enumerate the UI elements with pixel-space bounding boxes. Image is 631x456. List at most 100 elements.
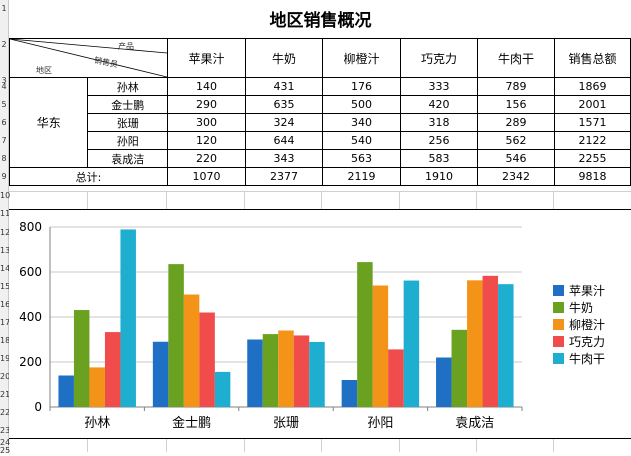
- row-number[interactable]: 14: [0, 264, 11, 273]
- value-cell[interactable]: 300: [167, 113, 246, 132]
- value-cell[interactable]: 546: [477, 149, 555, 168]
- chart-bar[interactable]: [183, 294, 200, 408]
- legend-label[interactable]: 牛肉干: [569, 351, 605, 366]
- chart-bar[interactable]: [120, 229, 136, 407]
- row-number[interactable]: 21: [0, 390, 11, 399]
- legend-swatch[interactable]: [553, 302, 564, 313]
- chart-bar[interactable]: [168, 264, 184, 407]
- column-header[interactable]: 柳橙汁: [322, 38, 401, 78]
- grand-total-label[interactable]: 总计:: [9, 167, 168, 186]
- row-number[interactable]: 17: [0, 318, 11, 327]
- row-number[interactable]: 18: [0, 336, 11, 345]
- row-number[interactable]: 22: [0, 408, 11, 417]
- row-number[interactable]: 13: [0, 246, 11, 255]
- row-number[interactable]: 6: [1, 118, 7, 127]
- row-number[interactable]: 20: [0, 372, 11, 381]
- value-cell[interactable]: 635: [245, 95, 323, 114]
- row-number[interactable]: 12: [0, 228, 11, 237]
- chart-bar[interactable]: [262, 334, 279, 407]
- value-cell[interactable]: 324: [245, 113, 323, 132]
- row-number[interactable]: 16: [0, 300, 11, 309]
- row-number[interactable]: 4: [1, 82, 7, 91]
- legend-swatch[interactable]: [553, 353, 564, 364]
- chart-bar[interactable]: [403, 280, 420, 407]
- value-cell[interactable]: 340: [322, 113, 401, 132]
- value-cell[interactable]: 562: [477, 131, 555, 150]
- row-number[interactable]: 8: [1, 154, 7, 163]
- chart-bar[interactable]: [451, 329, 468, 407]
- column-header[interactable]: 牛奶: [245, 38, 323, 78]
- column-header[interactable]: 牛肉干: [477, 38, 555, 78]
- grand-total-cell[interactable]: 1910: [400, 167, 478, 186]
- corner-header-cell[interactable]: 产品 销售员 地区: [9, 38, 168, 78]
- chart-bar[interactable]: [341, 380, 358, 407]
- total-sales-cell[interactable]: 1571: [554, 113, 631, 132]
- value-cell[interactable]: 789: [477, 77, 555, 96]
- grand-total-cell[interactable]: 1070: [167, 167, 246, 186]
- chart-bar[interactable]: [278, 330, 294, 408]
- value-cell[interactable]: 540: [322, 131, 401, 150]
- legend-swatch[interactable]: [553, 319, 564, 330]
- total-sales-cell[interactable]: 1869: [554, 77, 631, 96]
- chart-bar[interactable]: [467, 280, 483, 407]
- chart-bar[interactable]: [293, 335, 310, 407]
- chart-object[interactable]: 0 200 400 600 800 孙林 金士鹏 张珊 孙阳 袁成洁 苹果汁 牛奶 柳橙汁 巧克力 牛肉干: [9, 209, 631, 439]
- row-number[interactable]: 24: [0, 438, 11, 447]
- row-number[interactable]: 2: [1, 40, 7, 49]
- chart-bar[interactable]: [482, 275, 499, 407]
- chart-bar[interactable]: [436, 357, 452, 408]
- row-number[interactable]: 23: [0, 426, 11, 435]
- total-sales-cell[interactable]: 2122: [554, 131, 631, 150]
- value-cell[interactable]: 289: [477, 113, 555, 132]
- row-number[interactable]: 7: [1, 136, 7, 145]
- legend-label[interactable]: 巧克力: [569, 335, 605, 349]
- sheet-title[interactable]: 地区销售概况: [269, 11, 372, 31]
- value-cell[interactable]: 343: [245, 149, 323, 168]
- legend-swatch[interactable]: [553, 285, 564, 296]
- chart-bar[interactable]: [73, 310, 90, 407]
- chart-bar[interactable]: [89, 367, 105, 407]
- value-cell[interactable]: 156: [477, 95, 555, 114]
- value-cell[interactable]: 120: [167, 131, 246, 150]
- column-header[interactable]: 销售总额: [554, 38, 631, 78]
- value-cell[interactable]: 500: [322, 95, 401, 114]
- value-cell[interactable]: 220: [167, 149, 246, 168]
- row-number[interactable]: 11: [0, 209, 11, 218]
- legend-label[interactable]: 柳橙汁: [569, 317, 605, 332]
- salesperson-cell[interactable]: 金士鹏: [87, 95, 168, 114]
- row-number[interactable]: 9: [1, 172, 7, 181]
- row-number[interactable]: 5: [1, 100, 7, 109]
- chart-bar[interactable]: [247, 339, 263, 408]
- chart-bar[interactable]: [199, 312, 215, 408]
- chart-bar[interactable]: [357, 262, 373, 407]
- row-number[interactable]: 1: [1, 4, 7, 13]
- value-cell[interactable]: 176: [322, 77, 401, 96]
- value-cell[interactable]: 256: [400, 131, 478, 150]
- column-header[interactable]: 巧克力: [400, 38, 478, 78]
- total-sales-cell[interactable]: 2001: [554, 95, 631, 114]
- row-number[interactable]: 10: [0, 191, 11, 200]
- column-header[interactable]: 苹果汁: [167, 38, 246, 78]
- legend-swatch[interactable]: [553, 336, 564, 347]
- value-cell[interactable]: 420: [400, 95, 478, 114]
- value-cell[interactable]: 563: [322, 149, 401, 168]
- salesperson-cell[interactable]: 孙阳: [87, 131, 168, 150]
- salesperson-cell[interactable]: 孙林: [87, 77, 168, 96]
- chart-bar[interactable]: [388, 349, 404, 407]
- chart-bar[interactable]: [309, 341, 325, 407]
- legend-label[interactable]: 牛奶: [569, 300, 593, 315]
- row-number[interactable]: 25: [0, 446, 11, 455]
- chart-bar[interactable]: [58, 375, 74, 408]
- grand-total-cell[interactable]: 2342: [477, 167, 555, 186]
- value-cell[interactable]: 333: [400, 77, 478, 96]
- value-cell[interactable]: 140: [167, 77, 246, 96]
- chart-bar[interactable]: [498, 284, 514, 407]
- row-number[interactable]: 19: [0, 354, 11, 363]
- row-number[interactable]: 3: [1, 76, 7, 85]
- salesperson-cell[interactable]: 袁成洁: [87, 149, 168, 168]
- chart-bar[interactable]: [104, 332, 121, 407]
- grand-total-cell[interactable]: 2119: [322, 167, 401, 186]
- value-cell[interactable]: 583: [400, 149, 478, 168]
- grand-total-cell[interactable]: 9818: [554, 167, 631, 186]
